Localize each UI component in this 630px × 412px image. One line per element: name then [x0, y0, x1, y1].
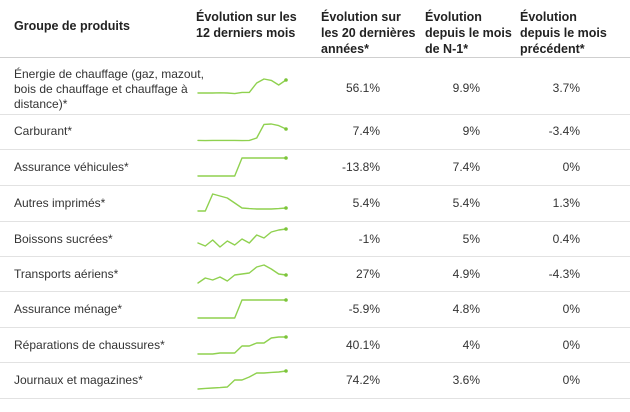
change-since-previous-month: -3.4%	[548, 124, 580, 138]
change-since-previous-month: 1.3%	[552, 196, 580, 210]
sparkline-path	[197, 370, 287, 390]
sparkline-end-dot	[284, 206, 288, 210]
sparkline-end-dot	[284, 298, 288, 302]
header-change-20-years: Évolution sur les 20 dernières années*	[321, 10, 416, 56]
change-since-prior-year: 5%	[462, 232, 480, 246]
product-name: Réparations de chaussures*	[14, 338, 165, 352]
change-since-prior-year: 7.4%	[452, 160, 480, 174]
trend-sparkline	[197, 335, 288, 355]
table-row: Assurance ménage* -5.9% 4.8% 0%	[0, 292, 630, 328]
product-name: Assurance ménage*	[14, 302, 123, 316]
change-since-prior-year: 9%	[462, 124, 480, 138]
table-row: Énergie de chauffage (gaz, mazout, bois …	[0, 58, 630, 115]
change-20-years: 7.4%	[352, 124, 380, 138]
product-name: Assurance véhicules*	[14, 160, 129, 174]
sparkline-path	[197, 123, 287, 142]
sparkline-end-dot	[284, 156, 288, 160]
change-since-prior-year: 9.9%	[452, 81, 480, 95]
change-since-previous-month: -4.3%	[548, 267, 580, 281]
product-name: Journaux et magazines*	[14, 373, 143, 387]
change-20-years: 56.1%	[345, 81, 380, 95]
change-since-prior-year: 3.6%	[452, 373, 480, 387]
header-change-since-previous-month: Évolution depuis le mois précédent*	[520, 10, 607, 56]
trend-sparkline	[197, 298, 288, 319]
table-header: Groupe de produits Évolution sur les 12 …	[0, 0, 630, 58]
trend-sparkline	[197, 227, 288, 248]
trend-sparkline	[197, 264, 288, 284]
change-since-prior-year: 4.8%	[452, 302, 480, 316]
change-since-prior-year: 4%	[462, 338, 480, 352]
sparkline-end-dot	[284, 127, 288, 131]
table-row: Boissons sucrées* -1% 5% 0.4%	[0, 222, 630, 257]
table-row: Réparations de chaussures* 40.1% 4% 0%	[0, 328, 630, 363]
sparkline-path	[197, 336, 287, 355]
header-product-group: Groupe de produits	[14, 19, 130, 33]
sparkline-end-dot	[284, 78, 288, 82]
change-20-years: 40.1%	[345, 338, 380, 352]
change-since-prior-year: 4.9%	[452, 267, 480, 281]
change-since-prior-year: 5.4%	[452, 196, 480, 210]
sparkline-path	[197, 193, 287, 212]
product-name: Carburant*	[14, 124, 73, 138]
change-since-previous-month: 0%	[562, 373, 580, 387]
change-since-previous-month: 3.7%	[552, 81, 580, 95]
sparkline-end-dot	[284, 369, 288, 373]
sparkline-end-dot	[284, 273, 288, 277]
change-20-years: -1%	[358, 232, 380, 246]
table-row: Assurance véhicules* -13.8% 7.4% 0%	[0, 150, 630, 186]
change-since-previous-month: 0.4%	[552, 232, 580, 246]
change-since-previous-month: 0%	[562, 338, 580, 352]
sparkline-path	[197, 264, 287, 284]
sparkline-end-dot	[284, 335, 288, 339]
change-20-years: -5.9%	[348, 302, 380, 316]
sparkline-end-dot	[284, 227, 288, 231]
product-name: Autres imprimés*	[14, 196, 106, 210]
trend-sparkline	[197, 193, 288, 212]
table-body: Énergie de chauffage (gaz, mazout, bois …	[0, 58, 630, 399]
trend-sparkline	[197, 123, 288, 142]
change-since-previous-month: 0%	[562, 302, 580, 316]
product-name: Boissons sucrées*	[14, 232, 113, 246]
sparkline-path	[197, 299, 287, 319]
sparkline-path	[197, 228, 287, 248]
product-name: Énergie de chauffage (gaz, mazout, bois …	[14, 67, 204, 111]
trend-sparkline	[197, 369, 288, 390]
trend-sparkline	[197, 78, 288, 95]
price-evolution-table: Groupe de produits Évolution sur les 12 …	[0, 0, 630, 399]
header-change-since-prior-year: Évolution depuis le mois de N-1*	[425, 10, 512, 56]
change-20-years: 74.2%	[345, 373, 380, 387]
change-since-previous-month: 0%	[562, 160, 580, 174]
trend-sparkline	[197, 156, 288, 177]
header-trend-12-months: Évolution sur les 12 derniers mois	[196, 10, 297, 40]
sparkline-path	[197, 157, 287, 177]
table-row: Journaux et magazines* 74.2% 3.6% 0%	[0, 363, 630, 399]
change-20-years: -13.8%	[341, 160, 380, 174]
sparkline-path	[197, 78, 287, 95]
product-name: Transports aériens*	[14, 267, 119, 281]
change-20-years: 27%	[355, 267, 380, 281]
table-row: Carburant* 7.4% 9% -3.4%	[0, 115, 630, 150]
table-row: Autres imprimés* 5.4% 5.4% 1.3%	[0, 186, 630, 222]
change-20-years: 5.4%	[352, 196, 380, 210]
table-row: Transports aériens* 27% 4.9% -4.3%	[0, 257, 630, 292]
